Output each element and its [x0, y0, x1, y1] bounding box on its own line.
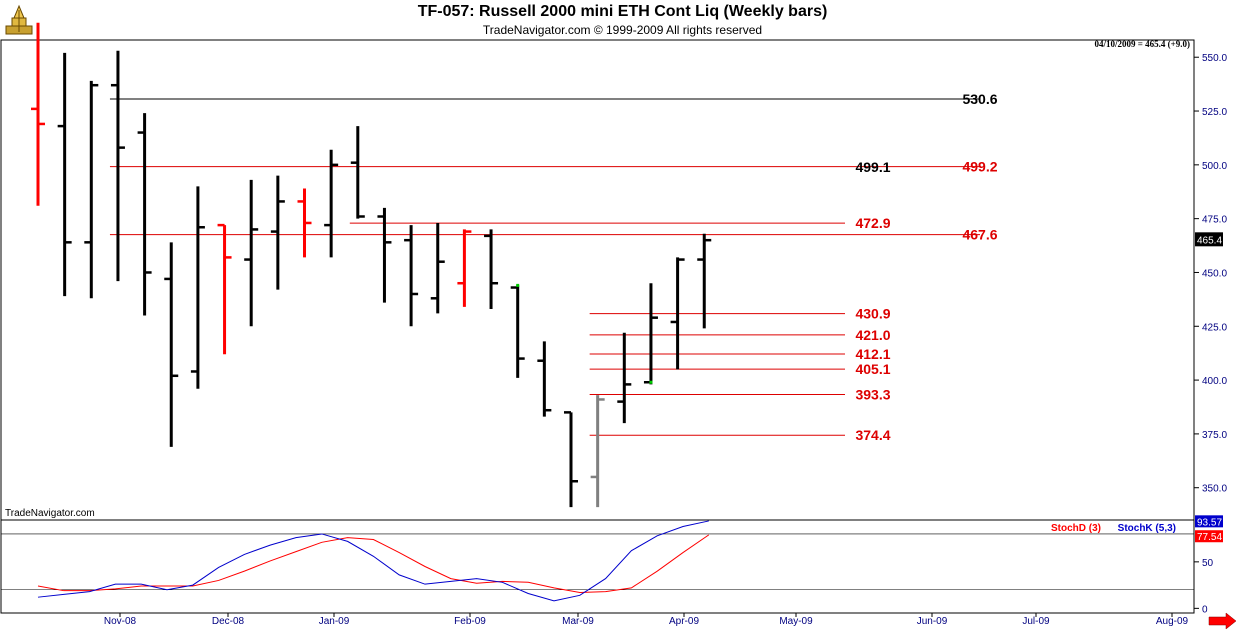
price-tick-label: 450.0 [1202, 268, 1227, 279]
level-label-10: 374.4 [855, 427, 890, 443]
ohlc-bar-10 [297, 188, 312, 258]
x-tick-label: Mar-09 [562, 616, 594, 627]
level-label-2: 499.1 [855, 159, 890, 175]
x-tick-label: Aug-09 [1156, 616, 1189, 627]
level-label-0: 530.6 [962, 91, 997, 107]
stoch-d-title: StochD (3) [1051, 523, 1101, 534]
price-tick-label: 500.0 [1202, 161, 1227, 172]
ohlc-bar-9 [270, 175, 285, 290]
green-tick-marker [649, 380, 653, 384]
ohlc-bar-24 [670, 257, 685, 370]
level-label-3: 472.9 [855, 215, 890, 231]
x-tick-label: Dec-08 [212, 616, 245, 627]
x-axis: Nov-08 Dec-08 Jan-09 Feb-09 Mar-09 Apr-09 May-… [104, 613, 1189, 627]
ohlc-bar-22 [617, 332, 632, 424]
chart-title: TF-057: Russell 2000 mini ETH Cont Liq (… [417, 3, 828, 20]
level-label-4: 467.6 [962, 227, 997, 243]
copyright-text: TradeNavigator.com © 1999-2009 All right… [482, 23, 763, 37]
ohlc-bar-4 [137, 113, 152, 316]
price-tick-label: 350.0 [1202, 484, 1227, 495]
last-price-box [1195, 232, 1223, 247]
ohlc-bar-21 [590, 395, 605, 508]
price-axis: 550.0 525.0 500.0 475.0 450.0 425.0 400.0 375.0… [1194, 53, 1227, 495]
last-price-label: 465.4 [1197, 235, 1222, 246]
stoch-d-last-box [1195, 530, 1223, 543]
level-label-7: 412.1 [855, 346, 890, 362]
watermark-text: TradeNavigator.com [5, 508, 95, 519]
x-tick-label: Jun-09 [917, 616, 948, 627]
price-tick-label: 400.0 [1202, 376, 1227, 387]
green-tick-marker [516, 283, 520, 287]
stochastic-panel: StochD (3) StochK (5,3) 50 0 93.57 77.54 [1, 515, 1223, 615]
ohlc-bar-3 [110, 50, 125, 282]
ohlc-bar-7 [217, 223, 232, 355]
tradenavigator-logo-icon [5, 4, 33, 35]
x-tick-label: Apr-09 [669, 616, 699, 627]
level-label-9: 393.3 [855, 387, 890, 403]
ohlc-bar-25 [697, 233, 712, 329]
scroll-right-arrow-icon[interactable] [1207, 612, 1237, 630]
level-label-6: 421.0 [855, 327, 890, 343]
ohlc-bar-23 [643, 283, 658, 385]
ohlc-bar-15 [430, 222, 445, 314]
x-tick-label: Nov-08 [104, 616, 137, 627]
ohlc-bar-19 [537, 341, 552, 417]
x-tick-label: Feb-09 [454, 616, 486, 627]
price-tick-label: 550.0 [1202, 53, 1227, 64]
price-tick-label: 475.0 [1202, 215, 1227, 226]
stoch-k-line [37, 520, 709, 602]
ohlc-bar-17 [484, 229, 499, 310]
ohlc-bar-13 [377, 207, 392, 303]
price-tick-label: 375.0 [1202, 430, 1227, 441]
stoch-k-title: StochK (5,3) [1118, 523, 1176, 534]
title-bar: TF-057: Russell 2000 mini ETH Cont Liq (… [0, 0, 1245, 40]
ohlc-bar-5 [164, 242, 179, 447]
level-label-1: 499.2 [962, 159, 997, 175]
x-tick-label: Jul-09 [1022, 616, 1050, 627]
ohlc-bar-16 [457, 229, 472, 307]
stoch-d-last-label: 77.54 [1197, 532, 1222, 543]
ohlc-bar-1 [57, 52, 72, 297]
x-tick-label: May-09 [779, 616, 813, 627]
price-levels: 530.6 499.2 499.1 472.9 467.6 430.9 421.0 412.1… [109, 91, 998, 443]
last-quote-label: 04/10/2009 = 465.4 (+9.0) [1094, 39, 1190, 49]
level-label-8: 405.1 [855, 361, 890, 377]
stoch-k-last-label: 93.57 [1197, 517, 1222, 528]
stoch-tick-label: 0 [1202, 604, 1208, 615]
ohlc-bar-0 [31, 22, 45, 206]
ohlc-bar-12 [350, 126, 365, 219]
price-tick-label: 425.0 [1202, 322, 1227, 333]
ohlc-bar-18 [510, 283, 525, 378]
x-tick-label: Jan-09 [319, 616, 350, 627]
ohlc-bar-2 [84, 80, 99, 299]
stoch-tick-label: 50 [1202, 558, 1214, 569]
ohlc-bar-11 [324, 149, 339, 258]
ohlc-bar-8 [244, 179, 259, 327]
price-tick-label: 525.0 [1202, 107, 1227, 118]
ohlc-bar-6 [190, 186, 205, 389]
ohlc-bar-20 [564, 411, 578, 508]
stoch-k-last-box [1195, 515, 1223, 528]
price-bars [31, 22, 712, 508]
ohlc-bar-14 [404, 225, 419, 327]
level-label-5: 430.9 [855, 306, 890, 322]
